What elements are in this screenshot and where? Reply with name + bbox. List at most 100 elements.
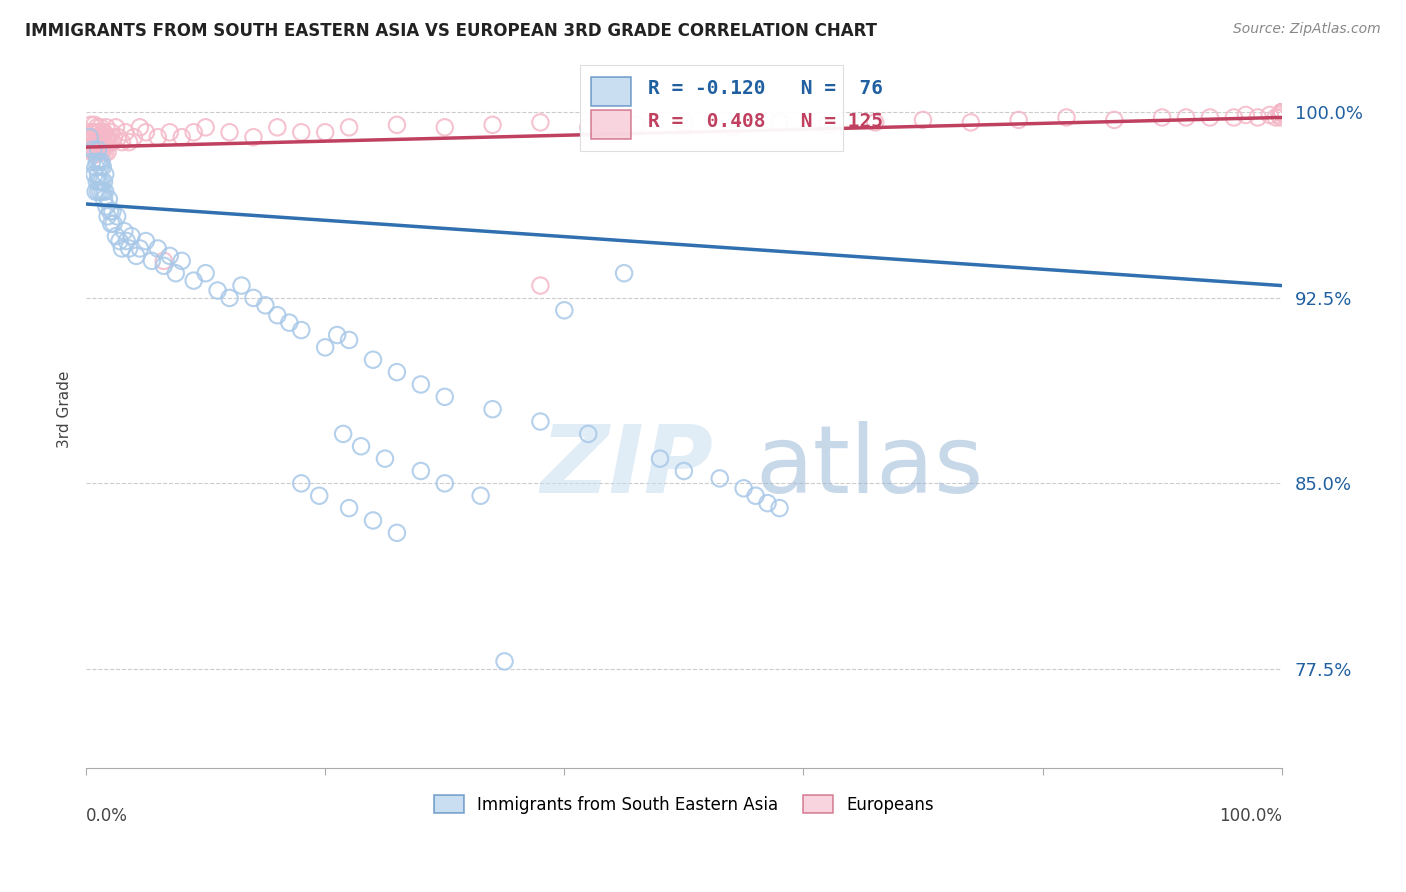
Point [1271,105,1294,120]
Point [91,140,114,154]
Point [100,217,122,231]
Point [1258,108,1281,122]
Point [111,135,134,149]
Point [86,155,108,169]
Point [97,145,120,159]
Point [84,135,107,149]
Point [90,135,112,149]
Point [135,234,157,248]
Point [863,115,886,129]
Point [90,145,112,159]
Point [481,118,503,132]
Point [87,143,110,157]
Point [815,118,838,132]
Point [82,143,104,157]
Point [80,118,103,132]
Point [1271,105,1294,120]
Point [111,242,134,256]
Point [385,365,408,379]
Point [98,135,121,149]
Point [308,489,330,503]
Point [1271,105,1294,120]
Point [101,204,124,219]
Point [1271,105,1294,120]
Point [86,120,108,135]
Point [89,120,111,135]
Point [361,513,384,527]
Point [1056,111,1078,125]
Point [101,135,124,149]
Point [170,130,193,145]
Point [89,135,111,149]
Point [1271,105,1294,120]
Point [1271,105,1294,120]
Point [1271,105,1294,120]
Text: 100.0%: 100.0% [1219,807,1282,825]
Point [89,125,111,139]
Point [152,259,174,273]
Point [128,242,150,256]
Point [87,140,110,154]
Point [108,234,131,248]
Point [125,249,148,263]
Point [1271,105,1294,120]
Point [80,155,103,169]
Point [80,145,103,159]
Point [350,439,373,453]
Point [1008,112,1031,127]
Point [672,464,695,478]
Point [314,125,336,139]
Point [911,112,934,127]
Point [433,390,456,404]
Point [1271,105,1294,120]
Point [96,199,118,213]
Point [624,118,647,132]
Point [576,426,599,441]
Point [94,135,117,149]
Point [114,125,136,139]
Point [93,192,115,206]
Point [1264,111,1286,125]
Point [470,489,492,503]
Point [768,115,790,129]
Point [1271,105,1294,120]
Point [94,167,117,181]
Point [326,328,349,343]
Point [194,266,217,280]
Point [613,266,636,280]
Point [103,217,125,231]
Point [1271,105,1294,120]
Point [115,234,138,248]
Point [84,147,107,161]
Point [94,185,117,199]
Point [104,229,127,244]
Point [529,415,551,429]
Point [83,130,105,145]
Point [1271,105,1294,120]
Point [97,130,120,145]
Point [121,229,143,244]
Point [337,120,360,135]
FancyBboxPatch shape [579,65,842,151]
Point [481,402,503,417]
Point [84,185,107,199]
Point [98,204,121,219]
Text: ZIP: ZIP [540,420,713,513]
Point [1271,105,1294,120]
Point [1271,105,1294,120]
Point [122,130,145,145]
Point [91,160,114,174]
Point [96,130,118,145]
Point [89,185,111,199]
Point [159,249,181,263]
Point [218,291,240,305]
Point [1234,108,1257,122]
Point [756,496,779,510]
FancyBboxPatch shape [591,78,631,106]
Text: R =  0.408   N = 125: R = 0.408 N = 125 [648,112,883,131]
Point [80,135,103,149]
Point [409,464,432,478]
Point [1271,105,1294,120]
Text: 0.0%: 0.0% [86,807,128,825]
Point [170,253,193,268]
